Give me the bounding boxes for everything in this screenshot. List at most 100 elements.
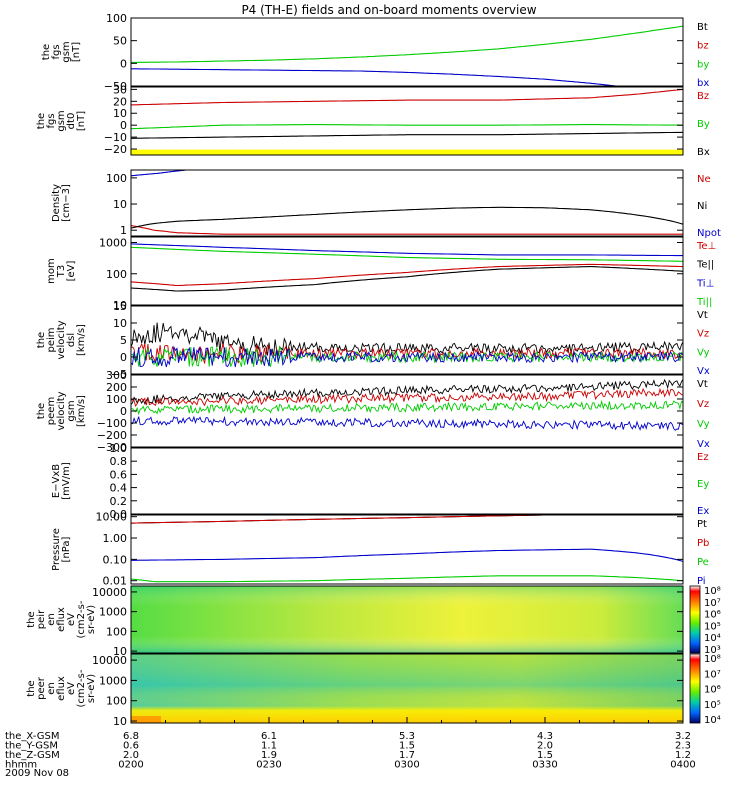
x-row-value: 5.3 [399,731,415,742]
x-row-value: 2.3 [675,741,691,752]
x-row-value: 6.8 [123,731,139,742]
colorbar-tick-label: 10⁴ [704,633,721,644]
y-tick-label: 0.10 [103,553,128,566]
x-row-value: 0400 [670,760,695,771]
y-tick-label: 15 [113,300,127,313]
colorbar-tick-label: 10⁶ [704,685,721,696]
series-line-pi [131,548,684,562]
y-tick-label: 10 [113,107,127,120]
legend-label: Ez [697,452,709,463]
panel-10: 10000 1000 100 10 the peer en eflux eV (cm2-s-sr-… [26,653,684,728]
y-tick-label: 0.0 [110,508,128,521]
panel-frame [130,305,684,375]
legend-label: bz [697,41,709,52]
legend-label: Ex [697,506,709,517]
colorbar-tick-label: 10⁷ [704,669,721,680]
x-row-value: 4.3 [537,731,553,742]
y-axis-label: [eV] [66,261,77,282]
y-tick-label: 100 [106,625,127,638]
series-line-te [130,263,684,287]
legend-label: Vz [697,399,709,410]
legend-label: Vx [697,366,710,377]
y-axis-label: [km/s] [76,395,87,427]
legend-label: Te|| [696,260,714,271]
y-axis-label: the [36,113,47,129]
panel-frame [130,17,684,87]
x-row-value: 1.5 [399,741,415,752]
series-line-vx [130,345,684,368]
y-tick-label: 0.2 [110,495,128,508]
y-tick-label: 0.01 [103,575,128,588]
legend-label: Pi [697,576,706,587]
y-axis-label: E−VxB [51,464,62,498]
legend-label: Pe [697,557,709,568]
y-axis-label: [cm−3] [61,184,72,222]
y-tick-label: 5 [120,334,127,347]
legend-label: Ti|| [696,297,712,308]
series-line-ti [130,243,683,257]
legend-label: Te⊥ [696,241,716,252]
y-axis-label: [nPa] [61,536,72,562]
y-axis-label: the [36,403,47,419]
y-tick-label: 10.00 [96,511,128,524]
panel-8: 10.00 1.00 0.10 0.01 Pressure [nPa] Pt Pb Pe Pi [51,511,709,588]
y-axis-label: the [36,332,47,348]
y-axis-label: peir [36,609,47,629]
series-line-npot [131,169,187,177]
colorbar-tick-label: 10⁸ [704,586,721,597]
legend-label: Pb [697,538,709,549]
x-row-value: 0330 [532,760,557,771]
y-axis-label: [nT] [76,111,87,131]
y-axis-label: [nT] [71,42,82,62]
x-row-value: 1.2 [675,750,691,761]
y-axis-label: gsm [61,41,72,62]
series-line-te [130,266,684,292]
colorbar-tick-label: 10⁷ [704,598,721,609]
y-tick-label: 0 [120,405,127,418]
y-tick-label: 100 [106,172,127,185]
y-tick-label: 1.0 [110,442,128,455]
series-line-by [131,25,684,63]
y-axis-label: eV [66,682,77,695]
date-label: 2009 Nov 08 [5,768,69,779]
colorbar-ion [689,585,701,654]
series-line-vt [130,322,684,357]
series-line-bx [131,68,683,87]
y-tick-label: 1000 [99,606,127,619]
x-row-value: 3.2 [675,731,691,742]
x-row-value: 0300 [394,760,419,771]
legend-label: Vt [697,379,708,390]
y-tick-label: 300 [106,369,127,382]
y-axis-label: velocity [56,320,67,359]
y-axis-label: en [46,682,57,695]
y-tick-label: −200 [97,429,127,442]
y-axis-label: [mV/m] [61,462,72,500]
series-line-ne [130,225,683,235]
colorbar-tick-label: 10⁶ [704,610,721,621]
x-row-value: 0.6 [123,741,139,752]
x-row-label: hhmm [5,760,37,771]
panel-3: 100 10 1 Density [cm−3] Ne Ni Npot [51,169,721,239]
series-line-vx [130,415,684,431]
y-axis-label: fgs [51,44,62,59]
legend-label: Npot [697,228,721,239]
legend-label: Ni [697,201,707,212]
x-row-value: 6.1 [261,731,277,742]
y-tick-label: 1 [120,224,127,237]
x-row-label: the_X-GSM [5,731,59,742]
y-axis-label: sr-eV) [86,674,97,703]
colorbar-electron [689,653,701,724]
y-tick-label: −10 [104,131,127,144]
x-row-label: the_Z-GSM [5,750,60,761]
colorbar-tick-label: 10⁸ [704,654,721,665]
y-axis-label: fgs [46,113,57,128]
legend-label: Vx [697,439,710,450]
x-row-value: 1.7 [399,750,415,761]
y-tick-label: 10000 [92,654,127,667]
x-row-value: 0200 [118,760,143,771]
y-tick-label: 20 [113,95,127,108]
y-axis-label: velocity [56,391,67,430]
y-axis-label: [km/s] [76,324,87,356]
